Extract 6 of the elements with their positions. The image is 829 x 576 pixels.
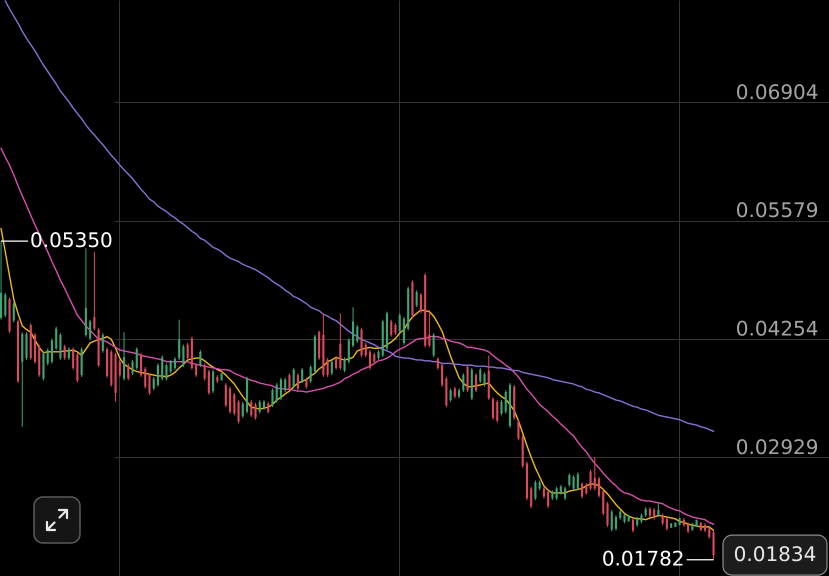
y-tick-label: 0.02929 bbox=[736, 434, 818, 459]
y-tick-label: 0.04254 bbox=[736, 316, 818, 340]
text: 0.01834 bbox=[734, 542, 816, 566]
y-tick-label: 0.05579 bbox=[736, 198, 818, 222]
y-tick-label: 0.06904 bbox=[736, 80, 818, 104]
annotation: 0.01782 bbox=[602, 546, 685, 571]
